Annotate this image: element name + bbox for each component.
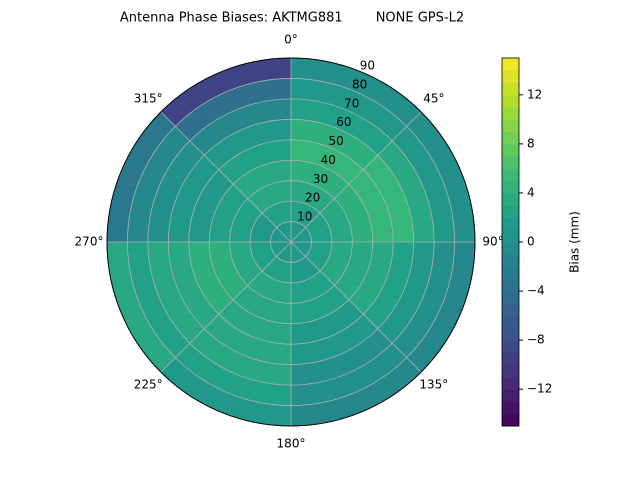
angle-tick-label: 180°: [277, 437, 306, 451]
colorbar-band: [502, 413, 519, 427]
r-tick-label: 60: [336, 115, 351, 129]
colorbar-band: [502, 340, 519, 353]
r-tick-label: 80: [352, 77, 367, 91]
colorbar-tick-label: −4: [527, 284, 545, 298]
r-tick-label: 30: [313, 172, 328, 186]
colorbar-tick-label: 0: [527, 235, 535, 249]
grid-spoke: [160, 241, 292, 373]
colorbar-band: [502, 376, 519, 390]
colorbar-band: [502, 94, 519, 108]
r-tick-label: 40: [321, 153, 336, 167]
polar-frame: [106, 57, 476, 427]
grid-spoke: [160, 111, 292, 243]
r-tick-label: 90: [360, 59, 375, 73]
r-tick-label: 50: [328, 134, 343, 148]
angle-tick-label: 270°: [75, 235, 104, 249]
chart-title: Antenna Phase Biases: AKTMG881 NONE GPS-…: [120, 11, 464, 26]
angle-tick-label: 45°: [423, 92, 444, 106]
colorbar-band: [502, 168, 519, 182]
colorbar-band: [502, 143, 519, 157]
colorbar-band: [502, 401, 519, 415]
colorbar-band: [502, 364, 519, 378]
colorbar-band: [502, 389, 519, 402]
colorbar-band: [502, 229, 519, 243]
colorbar-tick-label: −8: [527, 333, 545, 347]
angle-tick-label: 0°: [284, 33, 298, 47]
angle-tick-label: 225°: [134, 377, 163, 391]
colorbar-band: [502, 315, 519, 329]
angle-tick-label: 90°: [482, 235, 503, 249]
colorbar-band: [502, 217, 519, 231]
colorbar-band: [502, 107, 519, 120]
colorbar-band: [502, 266, 519, 280]
angle-tick-label: 135°: [419, 377, 448, 391]
colorbar-tick-label: −12: [527, 382, 552, 396]
colorbar-label: Bias (mm): [568, 211, 582, 273]
colorbar-band: [502, 82, 519, 96]
colorbar-band: [502, 70, 519, 84]
colorbar-band: [502, 119, 519, 133]
grid-spoke: [290, 111, 422, 243]
colorbar-band: [502, 291, 519, 304]
colorbar-band: [502, 303, 519, 317]
colorbar-tick-label: 4: [527, 185, 535, 199]
r-tick-label: 10: [297, 210, 312, 224]
colorbar-band: [502, 180, 519, 194]
colorbar-tick-label: 8: [527, 136, 535, 150]
colorbar-band: [502, 254, 519, 268]
r-tick-label: 70: [344, 96, 359, 110]
grid-spoke: [290, 241, 422, 373]
r-tick-label: 20: [305, 191, 320, 205]
colorbar-band: [502, 131, 519, 145]
colorbar-band: [502, 58, 519, 71]
colorbar-band: [502, 205, 519, 218]
colorbar-band: [502, 156, 519, 169]
colorbar-band: [502, 327, 519, 341]
colorbar-band: [502, 352, 519, 366]
colorbar-band: [502, 278, 519, 292]
colorbar-tick-label: 12: [527, 87, 542, 101]
colorbar-band: [502, 242, 519, 255]
angle-tick-label: 315°: [134, 92, 163, 106]
colorbar-band: [502, 192, 519, 206]
